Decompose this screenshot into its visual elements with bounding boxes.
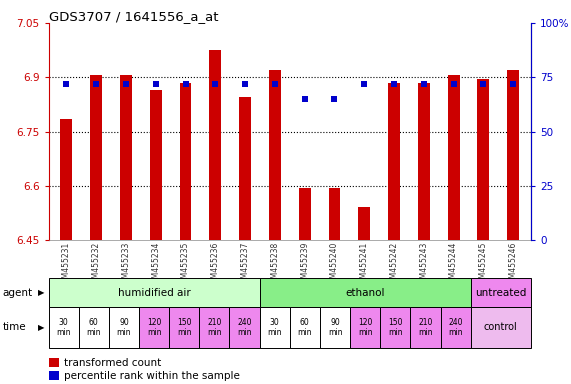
Text: time: time xyxy=(3,322,26,332)
Text: 30
min: 30 min xyxy=(267,318,282,337)
Bar xyxy=(328,187,340,240)
Bar xyxy=(418,83,430,240)
Text: 240
min: 240 min xyxy=(238,318,252,337)
Bar xyxy=(49,307,79,348)
Bar xyxy=(471,278,531,307)
Text: 30
min: 30 min xyxy=(57,318,71,337)
Text: 240
min: 240 min xyxy=(448,318,463,337)
Bar xyxy=(139,307,169,348)
Text: ▶: ▶ xyxy=(38,323,45,332)
Text: 150
min: 150 min xyxy=(177,318,191,337)
Bar xyxy=(260,278,471,307)
Bar xyxy=(79,307,109,348)
Bar xyxy=(448,76,460,240)
Bar xyxy=(441,307,471,348)
Text: ▶: ▶ xyxy=(38,288,45,297)
Bar xyxy=(350,307,380,348)
Text: ethanol: ethanol xyxy=(345,288,385,298)
Text: 120
min: 120 min xyxy=(358,318,372,337)
Bar xyxy=(507,70,519,240)
Bar xyxy=(210,50,222,240)
Bar xyxy=(477,79,489,240)
Bar xyxy=(49,278,260,307)
Bar xyxy=(358,207,370,240)
Text: humidified air: humidified air xyxy=(118,288,191,298)
Bar xyxy=(180,83,191,240)
Bar xyxy=(90,76,102,240)
Text: control: control xyxy=(484,322,518,333)
Text: 210
min: 210 min xyxy=(418,318,433,337)
Bar xyxy=(61,119,73,240)
Bar xyxy=(320,307,350,348)
Bar xyxy=(239,97,251,240)
Text: 210
min: 210 min xyxy=(207,318,222,337)
Text: 90
min: 90 min xyxy=(116,318,131,337)
Bar xyxy=(260,307,289,348)
Bar xyxy=(120,76,132,240)
Text: GDS3707 / 1641556_a_at: GDS3707 / 1641556_a_at xyxy=(49,10,218,23)
Bar xyxy=(109,307,139,348)
Text: 150
min: 150 min xyxy=(388,318,403,337)
Bar xyxy=(199,307,230,348)
Bar xyxy=(169,307,199,348)
Bar xyxy=(299,187,311,240)
Bar xyxy=(388,83,400,240)
Bar xyxy=(230,307,260,348)
Bar xyxy=(150,90,162,240)
Bar xyxy=(411,307,441,348)
Bar xyxy=(471,307,531,348)
Text: 60
min: 60 min xyxy=(87,318,101,337)
Text: untreated: untreated xyxy=(475,288,526,298)
Text: agent: agent xyxy=(3,288,33,298)
Text: 120
min: 120 min xyxy=(147,318,162,337)
Text: transformed count: transformed count xyxy=(64,358,161,368)
Bar xyxy=(269,70,281,240)
Bar xyxy=(380,307,411,348)
Text: 60
min: 60 min xyxy=(297,318,312,337)
Bar xyxy=(289,307,320,348)
Text: 90
min: 90 min xyxy=(328,318,342,337)
Text: percentile rank within the sample: percentile rank within the sample xyxy=(64,371,240,381)
